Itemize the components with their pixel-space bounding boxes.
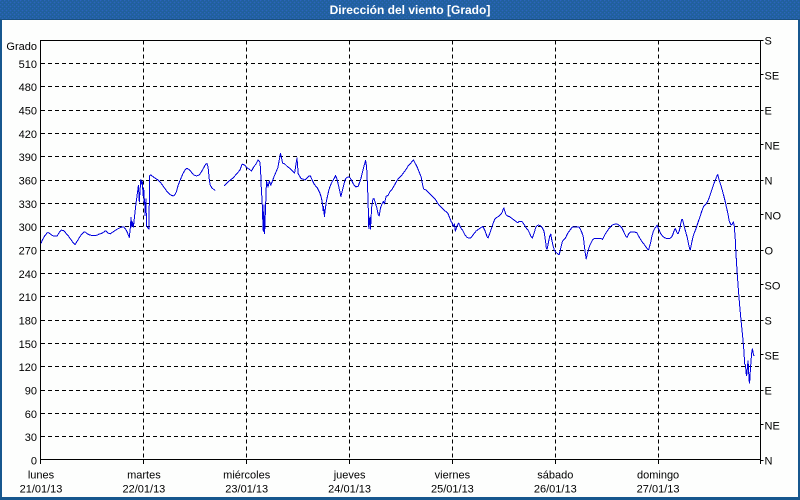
svg-text:26/01/13: 26/01/13 bbox=[534, 484, 577, 496]
svg-text:450: 450 bbox=[19, 106, 37, 118]
svg-text:510: 510 bbox=[19, 59, 37, 71]
svg-text:60: 60 bbox=[25, 409, 37, 421]
svg-text:domingo: domingo bbox=[637, 470, 679, 482]
svg-text:lunes: lunes bbox=[28, 470, 55, 482]
svg-text:150: 150 bbox=[19, 339, 37, 351]
svg-text:210: 210 bbox=[19, 292, 37, 304]
svg-text:NO: NO bbox=[765, 211, 782, 223]
svg-text:330: 330 bbox=[19, 199, 37, 211]
svg-text:360: 360 bbox=[19, 176, 37, 188]
svg-text:S: S bbox=[765, 36, 772, 48]
svg-text:23/01/13: 23/01/13 bbox=[225, 484, 268, 496]
svg-text:270: 270 bbox=[19, 246, 37, 258]
svg-text:480: 480 bbox=[19, 82, 37, 94]
svg-text:27/01/13: 27/01/13 bbox=[637, 484, 680, 496]
svg-text:O: O bbox=[765, 246, 774, 258]
svg-text:21/01/13: 21/01/13 bbox=[20, 484, 63, 496]
svg-text:SO: SO bbox=[765, 281, 781, 293]
svg-text:S: S bbox=[765, 316, 772, 328]
svg-text:90: 90 bbox=[25, 386, 37, 398]
svg-text:24/01/13: 24/01/13 bbox=[328, 484, 371, 496]
svg-text:25/01/13: 25/01/13 bbox=[431, 484, 474, 496]
svg-text:0: 0 bbox=[31, 456, 37, 468]
svg-text:viernes: viernes bbox=[435, 470, 471, 482]
svg-text:120: 120 bbox=[19, 362, 37, 374]
svg-text:E: E bbox=[765, 106, 772, 118]
svg-text:240: 240 bbox=[19, 269, 37, 281]
svg-text:420: 420 bbox=[19, 129, 37, 141]
svg-text:E: E bbox=[765, 386, 772, 398]
svg-text:sábado: sábado bbox=[537, 470, 573, 482]
svg-text:miércoles: miércoles bbox=[223, 470, 271, 482]
svg-text:NE: NE bbox=[765, 421, 780, 433]
svg-text:N: N bbox=[765, 456, 773, 468]
svg-text:NE: NE bbox=[765, 141, 780, 153]
svg-text:martes: martes bbox=[127, 470, 161, 482]
svg-text:N: N bbox=[765, 176, 773, 188]
svg-text:30: 30 bbox=[25, 432, 37, 444]
svg-text:jueves: jueves bbox=[333, 470, 366, 482]
svg-text:390: 390 bbox=[19, 152, 37, 164]
svg-text:Grado: Grado bbox=[6, 41, 37, 53]
svg-text:22/01/13: 22/01/13 bbox=[122, 484, 165, 496]
svg-text:180: 180 bbox=[19, 316, 37, 328]
svg-text:SE: SE bbox=[765, 351, 780, 363]
svg-text:SE: SE bbox=[765, 71, 780, 83]
svg-text:300: 300 bbox=[19, 222, 37, 234]
